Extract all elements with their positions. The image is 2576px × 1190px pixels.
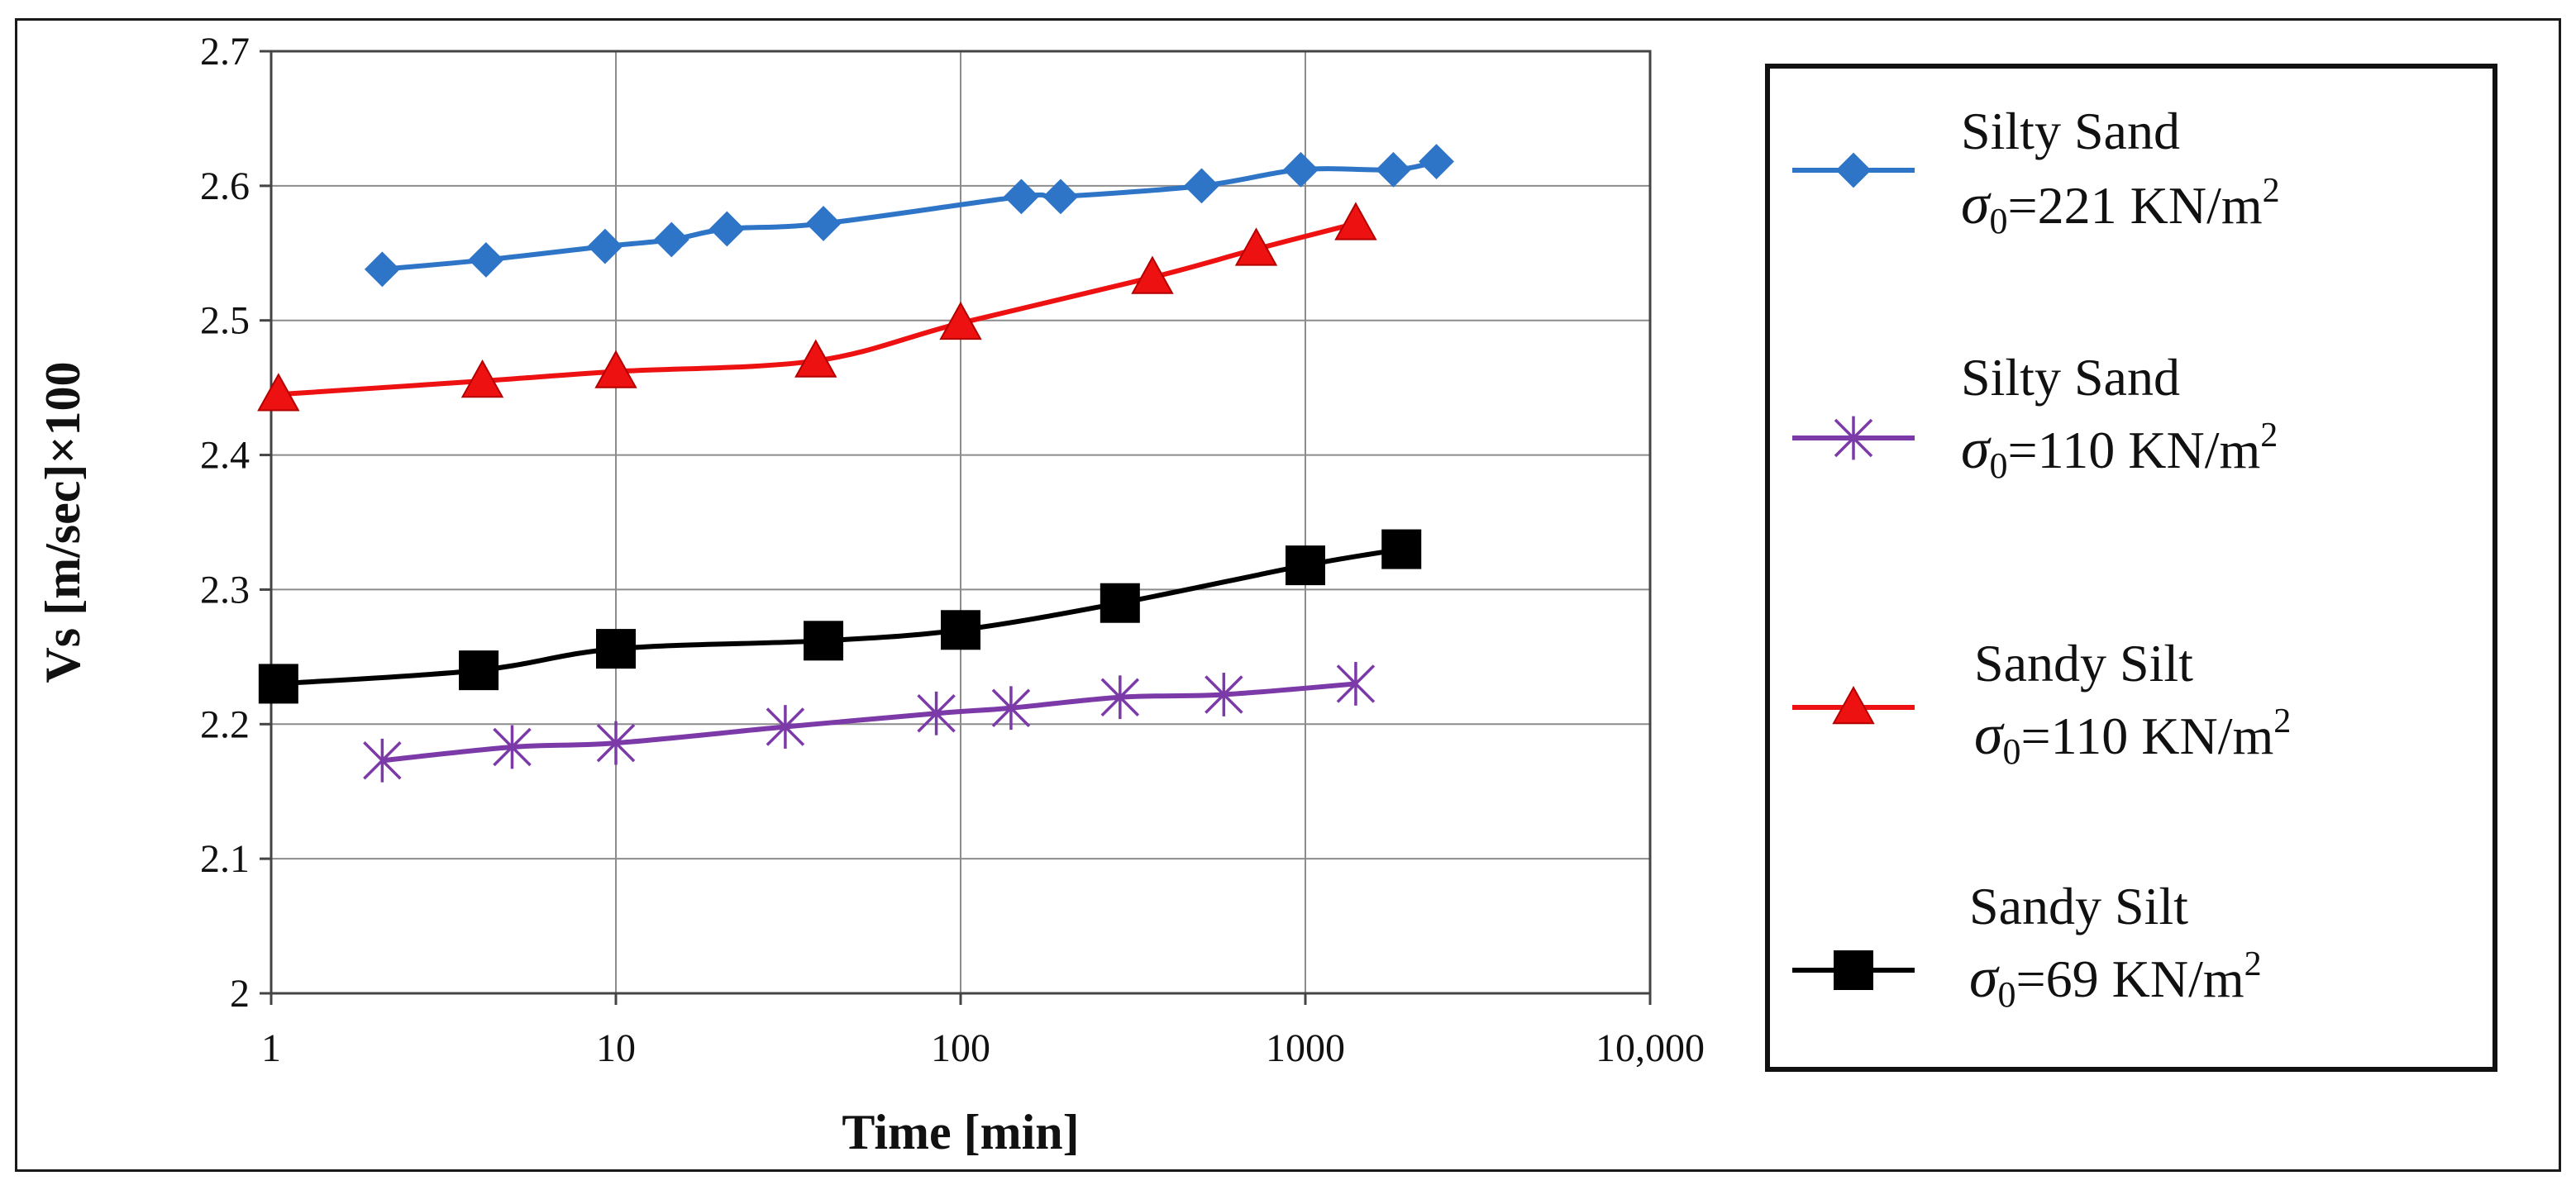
sigma-subscript: 0 xyxy=(1998,974,2016,1015)
sigma-symbol: σ xyxy=(1961,417,1992,481)
legend-pressure: =221 KN/m xyxy=(2008,176,2263,235)
data-point xyxy=(363,738,402,783)
series-layer xyxy=(257,144,1454,783)
data-point xyxy=(1100,583,1140,623)
data-point xyxy=(1004,178,1039,215)
data-point xyxy=(257,373,300,412)
sigma-subscript: 0 xyxy=(1990,445,2008,486)
data-point xyxy=(364,251,400,288)
data-point xyxy=(1205,673,1243,716)
series-line xyxy=(382,681,1357,764)
series-diamond xyxy=(364,144,1454,288)
grid xyxy=(270,50,1651,994)
data-point xyxy=(1234,227,1278,266)
legend-sublabel: σ0=69 KN/m2 xyxy=(1969,945,2262,1015)
y-tick-label: 2.5 xyxy=(200,299,250,343)
series-triangle xyxy=(257,202,1377,412)
sigma-symbol: σ xyxy=(1961,173,1992,236)
data-point xyxy=(1131,255,1174,294)
data-point xyxy=(596,629,636,669)
data-point xyxy=(1283,151,1319,188)
data-point xyxy=(587,228,623,264)
legend-marker xyxy=(1834,416,1873,460)
data-point xyxy=(1376,151,1411,188)
sigma-subscript: 0 xyxy=(1990,201,2008,241)
sigma-subscript: 0 xyxy=(2003,731,2021,772)
legend-pressure: =69 KN/m xyxy=(2016,950,2244,1008)
data-point xyxy=(1334,202,1377,240)
data-point xyxy=(939,301,982,340)
data-point xyxy=(708,211,745,247)
legend-sublabel: σ0=221 KN/m2 xyxy=(1961,172,2280,241)
y-tick-label: 2.4 xyxy=(200,434,250,478)
unit-superscript: 2 xyxy=(2263,172,2280,210)
y-tick-label: 2.7 xyxy=(200,30,250,74)
y-tick-label: 2.3 xyxy=(200,568,250,612)
legend-sublabel: σ0=110 KN/m2 xyxy=(1961,416,2278,486)
x-axis: 1 10 100 1000 10,000 xyxy=(261,993,1705,1070)
legend-label: Sandy Silt xyxy=(1974,634,2193,693)
data-point xyxy=(991,686,1031,731)
x-tick-label: 1000 xyxy=(1266,1026,1345,1070)
data-point xyxy=(941,610,980,650)
legend-pressure: =110 KN/m xyxy=(2021,707,2274,765)
legend xyxy=(1765,64,2497,1072)
data-point xyxy=(1381,529,1422,569)
legend-item: Silty Sand σ0=221 KN/m2 xyxy=(1792,102,2280,241)
data-point xyxy=(917,691,956,735)
legend-marker xyxy=(1835,152,1872,188)
data-point xyxy=(1336,662,1376,706)
series-line xyxy=(278,546,1402,687)
legend-label: Silty Sand xyxy=(1961,102,2180,160)
data-point xyxy=(1184,168,1219,204)
series-asterisk xyxy=(363,662,1376,783)
y-tick-label: 2.6 xyxy=(200,164,250,208)
x-axis-title: Time [min] xyxy=(842,1105,1079,1159)
unit-superscript: 2 xyxy=(2260,416,2278,455)
data-point xyxy=(1100,675,1140,720)
legend-marker xyxy=(1834,950,1873,990)
legend-marker xyxy=(1832,685,1875,725)
series-square xyxy=(258,529,1422,704)
data-point xyxy=(653,221,689,258)
data-point xyxy=(804,621,844,661)
sigma-symbol: σ xyxy=(1974,703,2005,767)
y-axis-title: Vs [m/sec]×100 xyxy=(36,361,90,683)
data-point xyxy=(1286,545,1325,586)
legend-sublabel: σ0=110 KN/m2 xyxy=(1974,702,2291,772)
data-point xyxy=(1042,178,1079,215)
series-line xyxy=(382,159,1438,272)
data-point xyxy=(596,721,636,765)
data-point xyxy=(594,350,637,388)
legend-item: Sandy Silt σ0=69 KN/m2 xyxy=(1792,877,2262,1015)
data-point xyxy=(766,705,805,749)
sigma-symbol: σ xyxy=(1969,946,2000,1010)
data-point xyxy=(459,650,499,691)
data-point xyxy=(805,206,842,241)
data-point xyxy=(258,664,298,704)
data-point xyxy=(468,242,504,278)
x-tick-label: 10 xyxy=(596,1026,636,1070)
legend-label: Sandy Silt xyxy=(1969,877,2188,935)
y-tick-label: 2.2 xyxy=(200,702,250,746)
legend-pressure: =110 KN/m xyxy=(2008,421,2261,479)
legend-item: Sandy Silt σ0=110 KN/m2 xyxy=(1792,634,2291,772)
y-axis: 2 2.1 2.2 2.3 2.4 2.5 2.6 2.7 xyxy=(200,30,271,1016)
legend-label: Silty Sand xyxy=(1961,348,2180,407)
data-point xyxy=(1419,144,1454,179)
x-tick-label: 100 xyxy=(931,1026,990,1070)
y-tick-label: 2.1 xyxy=(200,837,250,881)
data-point xyxy=(493,725,532,769)
x-tick-label: 10,000 xyxy=(1596,1026,1705,1070)
legend-item: Silty Sand σ0=110 KN/m2 xyxy=(1792,348,2278,486)
data-point xyxy=(794,339,837,378)
x-tick-label: 1 xyxy=(261,1026,281,1070)
unit-superscript: 2 xyxy=(2244,945,2262,983)
unit-superscript: 2 xyxy=(2273,702,2291,740)
y-tick-label: 2 xyxy=(230,972,250,1016)
data-point xyxy=(460,359,504,398)
